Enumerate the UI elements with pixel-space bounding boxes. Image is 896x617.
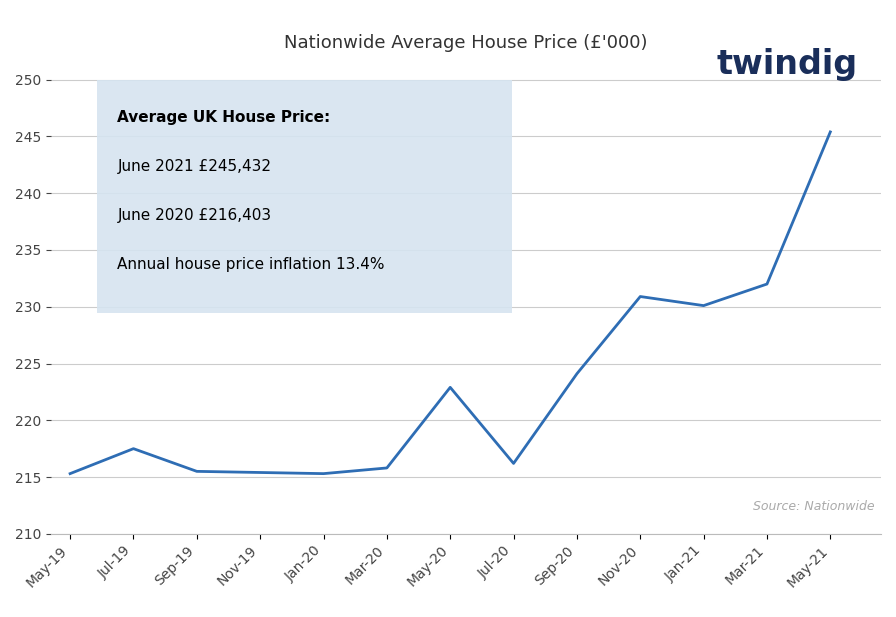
FancyBboxPatch shape bbox=[97, 80, 512, 313]
Text: Source: Nationwide: Source: Nationwide bbox=[753, 500, 874, 513]
Text: June 2020 £216,403: June 2020 £216,403 bbox=[117, 208, 271, 223]
Title: Nationwide Average House Price (£'000): Nationwide Average House Price (£'000) bbox=[284, 33, 648, 51]
Text: June 2021 £245,432: June 2021 £245,432 bbox=[117, 159, 271, 174]
Text: Annual house price inflation 13.4%: Annual house price inflation 13.4% bbox=[117, 257, 385, 272]
Text: twindig: twindig bbox=[717, 48, 858, 81]
Text: Average UK House Price:: Average UK House Price: bbox=[117, 110, 331, 125]
